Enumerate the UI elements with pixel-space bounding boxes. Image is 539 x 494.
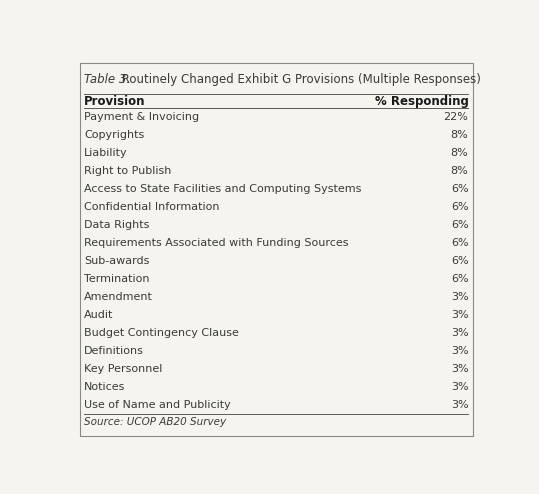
Text: Table 3.: Table 3. — [84, 73, 130, 86]
Text: 3%: 3% — [451, 400, 468, 410]
Text: Use of Name and Publicity: Use of Name and Publicity — [84, 400, 231, 410]
Text: Audit: Audit — [84, 310, 113, 320]
Text: Definitions: Definitions — [84, 346, 144, 356]
Text: Termination: Termination — [84, 274, 150, 284]
Text: 6%: 6% — [451, 274, 468, 284]
Text: Provision: Provision — [84, 95, 146, 108]
Text: Access to State Facilities and Computing Systems: Access to State Facilities and Computing… — [84, 184, 362, 194]
Text: Liability: Liability — [84, 148, 128, 158]
Text: 8%: 8% — [451, 148, 468, 158]
Text: 3%: 3% — [451, 364, 468, 374]
Text: Routinely Changed Exhibit G Provisions (Multiple Responses): Routinely Changed Exhibit G Provisions (… — [119, 73, 481, 86]
Text: 3%: 3% — [451, 328, 468, 338]
Text: Sub-awards: Sub-awards — [84, 256, 149, 266]
Text: Data Rights: Data Rights — [84, 220, 149, 230]
Text: 3%: 3% — [451, 292, 468, 302]
Text: 8%: 8% — [451, 166, 468, 176]
Text: Copyrights: Copyrights — [84, 130, 144, 140]
Text: 6%: 6% — [451, 202, 468, 212]
Text: Right to Publish: Right to Publish — [84, 166, 171, 176]
Text: Payment & Invoicing: Payment & Invoicing — [84, 112, 199, 122]
Text: 6%: 6% — [451, 238, 468, 248]
Text: Requirements Associated with Funding Sources: Requirements Associated with Funding Sou… — [84, 238, 349, 248]
Text: Key Personnel: Key Personnel — [84, 364, 162, 374]
Text: 6%: 6% — [451, 184, 468, 194]
Text: 8%: 8% — [451, 130, 468, 140]
Text: % Responding: % Responding — [375, 95, 468, 108]
Text: 6%: 6% — [451, 256, 468, 266]
Text: 3%: 3% — [451, 310, 468, 320]
Text: 3%: 3% — [451, 346, 468, 356]
Text: Budget Contingency Clause: Budget Contingency Clause — [84, 328, 239, 338]
Text: 3%: 3% — [451, 382, 468, 392]
Text: 6%: 6% — [451, 220, 468, 230]
Text: Confidential Information: Confidential Information — [84, 202, 219, 212]
Text: Amendment: Amendment — [84, 292, 153, 302]
Text: 22%: 22% — [444, 112, 468, 122]
Text: Source: UCOP AB20 Survey: Source: UCOP AB20 Survey — [84, 417, 226, 427]
Text: Notices: Notices — [84, 382, 126, 392]
